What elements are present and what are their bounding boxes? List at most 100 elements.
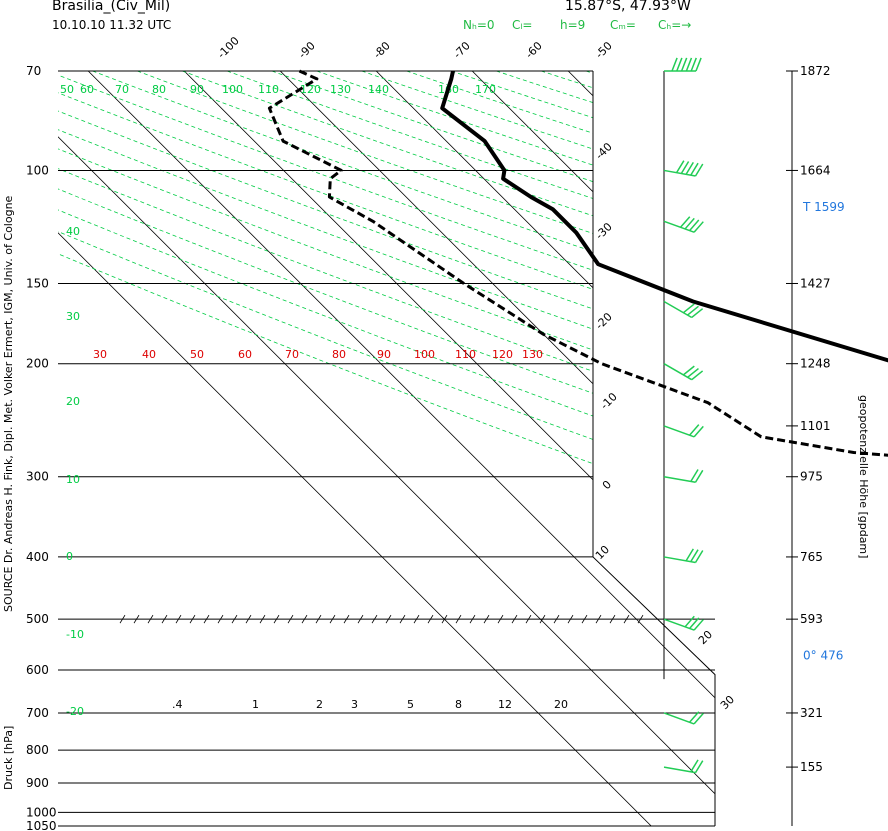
moist-adiabat-label: 60 [238, 348, 252, 361]
wind-barb-feather [682, 365, 695, 376]
dry-adiabat-label: 50 [60, 83, 74, 96]
isotherm-label: -80 [371, 39, 393, 61]
wind-barb-feather [679, 216, 691, 228]
isotherm-line [375, 71, 715, 826]
isotherm-left-label: -20 [66, 705, 84, 718]
isotherm-line [58, 71, 715, 826]
wind-barb-feather [684, 615, 695, 628]
surface-hatch [595, 614, 602, 624]
isotherm-label: 0 [600, 478, 614, 492]
dry-adiabat-line [226, 71, 715, 820]
dry-adiabat-label: 170 [475, 83, 496, 96]
surface-hatch [609, 614, 616, 624]
dry-adiabat-line [182, 71, 715, 820]
surface-hatch [161, 614, 168, 624]
dry-adiabat-label: 60 [80, 83, 94, 96]
surface-hatch [553, 614, 560, 624]
surface-hatch [413, 614, 420, 624]
wind-barb-feather [690, 469, 699, 482]
surface-hatch [259, 614, 266, 624]
height-tick-label: 155 [800, 760, 823, 774]
surface-hatch [315, 614, 322, 624]
pressure-tick-label: 800 [26, 743, 49, 757]
isotherm-label: -10 [598, 390, 620, 412]
surface-hatch [637, 614, 644, 624]
station-coordinates: 15.87°S, 47.93°W [565, 0, 691, 14]
dry-adiabat-label: 100 [222, 83, 243, 96]
isotherm-left-label: 10 [66, 473, 80, 486]
surface-hatch [427, 614, 434, 624]
height-tick-label: 975 [800, 470, 823, 484]
wind-barb-feather [694, 550, 704, 563]
moist-adiabat-label: 30 [93, 348, 107, 361]
wind-barb-feather [688, 711, 700, 723]
wind-barb-feather [693, 221, 704, 233]
wind-barb [663, 475, 696, 484]
wind-barb-feather [691, 370, 704, 381]
dry-adiabat-label: 130 [330, 83, 351, 96]
surface-hatch [273, 614, 280, 624]
moist-adiabat-label: 130 [522, 348, 543, 361]
moist-adiabat-label: 40 [142, 348, 156, 361]
cloud-code-h: h=9 [560, 18, 586, 32]
wind-barb-feather [690, 162, 699, 176]
wind-barb-feather [690, 57, 697, 72]
surface-hatch [343, 614, 350, 624]
wind-barb-feather [695, 57, 702, 72]
observation-datetime: 10.10.10 11.32 UTC [52, 18, 172, 32]
diagram-frame [592, 71, 716, 826]
surface-hatch [287, 614, 294, 624]
isotherm-label: -30 [593, 220, 615, 242]
station-name: Brasilia_(Civ_Mil) [52, 0, 171, 14]
temperature-profile [440, 70, 888, 363]
cloud-code-cm: Cₘ= [610, 18, 636, 32]
surface-hatch [581, 614, 588, 624]
isotherm-label: -40 [593, 140, 615, 162]
dry-adiabat-label: 90 [190, 83, 204, 96]
pressure-tick-label: 70 [26, 64, 41, 78]
moist-adiabat-label: 110 [455, 348, 476, 361]
surface-hatch [483, 614, 490, 624]
wind-barb-feather [693, 425, 704, 438]
surface-hatch [231, 614, 238, 624]
surface-hatch [399, 614, 406, 624]
dry-adiabat-line [58, 71, 715, 820]
surface-hatch [189, 614, 196, 624]
wind-barb-feather [687, 305, 699, 316]
dry-adiabat-line [585, 71, 715, 820]
wind-barb-feather [685, 57, 693, 72]
wind-barb-feather [693, 619, 704, 631]
isotherm-label: -90 [296, 39, 318, 61]
pressure-tick-label: 900 [26, 776, 49, 790]
pressure-tick-label: 150 [26, 276, 49, 290]
surface-hatch [119, 614, 126, 624]
isotherm-label: 30 [718, 693, 737, 712]
height-tick-label: 1664 [800, 163, 831, 177]
moist-adiabat-label: 70 [285, 348, 299, 361]
dry-adiabat-line [58, 71, 715, 820]
wind-barb-feather [680, 161, 690, 174]
moist-adiabat-label: 120 [492, 348, 513, 361]
wind-barb-feather [694, 469, 704, 483]
isotherm-line [183, 71, 715, 826]
dry-adiabat-label: 140 [368, 83, 389, 96]
isotherm-left-label: 0 [66, 550, 73, 563]
wind-barb [663, 300, 693, 319]
wind-barb [663, 556, 696, 564]
dry-adiabat-label: 120 [300, 83, 321, 96]
pressure-tick-label: 700 [26, 706, 49, 720]
surface-hatch [371, 614, 378, 624]
mixing-ratio-label: 3 [351, 698, 358, 711]
wind-barb-feather [682, 303, 695, 314]
isotherm-left-label: 30 [66, 310, 80, 323]
wind-barb [663, 766, 696, 774]
mixing-ratio-label: 20 [554, 698, 568, 711]
pressure-tick-label: 1050 [26, 819, 57, 831]
isotherm-line [87, 71, 715, 826]
wind-barb [663, 220, 695, 233]
wind-barb-feather [688, 424, 700, 436]
surface-hatch [567, 614, 574, 624]
height-tick-label: 1427 [800, 276, 831, 290]
surface-hatch [357, 614, 364, 624]
surface-hatch [497, 614, 504, 624]
